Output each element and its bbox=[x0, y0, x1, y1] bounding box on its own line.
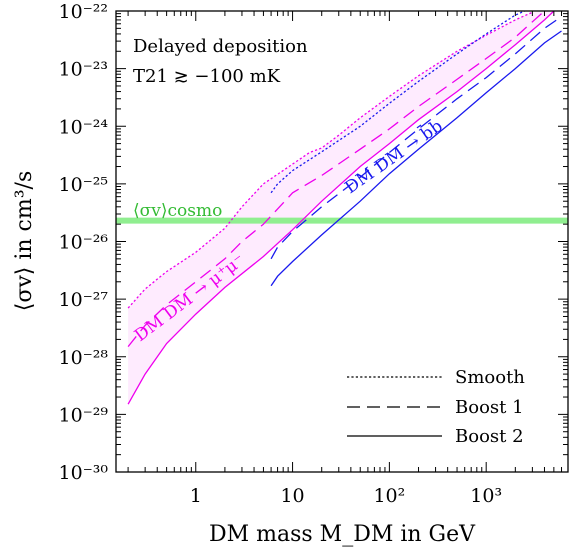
note-line-2: T21 ≳ −100 mK bbox=[133, 66, 281, 87]
series-mu-dashed bbox=[127, 11, 545, 348]
legend: Smooth Boost 1 Boost 2 bbox=[347, 367, 525, 447]
y-tick-label: 10⁻²⁷ bbox=[59, 289, 109, 311]
tick-labels: 1 10 10² 10³ 10⁻³⁰ 10⁻²⁹ 10⁻²⁸ 10⁻²⁷ 10⁻²⁶ 10⁻²⁵ 1… bbox=[59, 1, 503, 507]
x-axis-title: DM mass M_DM in GeV bbox=[209, 522, 476, 547]
y-axis-title: ⟨σv⟩ in cm³/s bbox=[12, 171, 37, 312]
y-tick-label: 10⁻²² bbox=[59, 1, 108, 23]
series-mu-solid bbox=[127, 11, 555, 405]
y-tick-label: 10⁻³⁰ bbox=[59, 462, 109, 484]
x-tick-label: 10² bbox=[373, 485, 405, 507]
legend-label-solid: Boost 2 bbox=[455, 426, 524, 447]
y-tick-label: 10⁻²⁴ bbox=[59, 116, 109, 138]
cosmo-label: ⟨σv⟩cosmo bbox=[133, 201, 222, 221]
x-tick-label: 10³ bbox=[470, 485, 502, 507]
note-line-1: Delayed deposition bbox=[133, 36, 308, 57]
series-mu-dotted bbox=[127, 11, 533, 309]
legend-label-dashed: Boost 1 bbox=[455, 397, 524, 418]
y-tick-label: 10⁻²³ bbox=[59, 59, 108, 81]
legend-label-dotted: Smooth bbox=[455, 367, 525, 388]
axis-ticks bbox=[116, 10, 569, 473]
y-tick-label: 10⁻²⁹ bbox=[59, 404, 109, 426]
series-b-solid bbox=[270, 30, 562, 287]
y-tick-label: 10⁻²⁶ bbox=[59, 232, 109, 254]
series-b-dashed bbox=[270, 16, 562, 260]
series-layer bbox=[127, 11, 562, 405]
y-tick-label: 10⁻²⁸ bbox=[59, 347, 109, 369]
y-tick-label: 10⁻²⁵ bbox=[59, 174, 108, 196]
x-tick-label: 10 bbox=[280, 485, 304, 507]
x-tick-label: 1 bbox=[190, 485, 202, 507]
